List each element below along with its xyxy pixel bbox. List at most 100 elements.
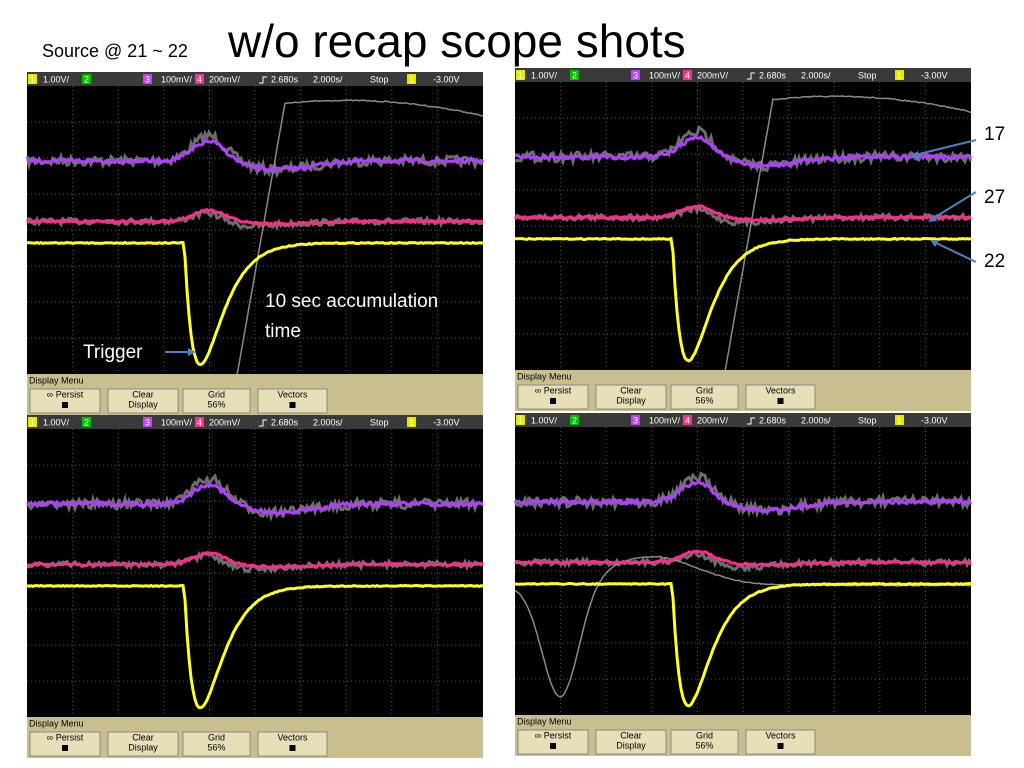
header-text: 200mV/: [209, 417, 241, 427]
waveform: [26, 482, 484, 517]
screen: [25, 86, 485, 405]
channel-box: [143, 417, 152, 427]
menu-button: [29, 388, 101, 414]
button-label: 56%: [695, 740, 713, 750]
button-label: Display: [616, 395, 646, 405]
channel-box: [195, 417, 204, 427]
waveform: [514, 236, 972, 363]
channel-box: [895, 415, 904, 425]
header-text: 1: [409, 74, 414, 84]
scope-screenshot: 1 1.00V/2 3 100mV/4 200mV/2.680s 2.000s/Stop 1…: [25, 72, 485, 415]
button-label: ∞ Persist: [47, 389, 84, 399]
header-text: 2.000s/: [313, 74, 343, 84]
header-text: 1: [897, 70, 902, 80]
button-label: Vectors: [277, 389, 308, 399]
arrow-head: [930, 240, 939, 247]
button-label: Display: [128, 399, 158, 409]
header-text: 1.00V/: [43, 417, 70, 427]
header-text: Stop: [370, 417, 389, 427]
header-text: 1: [30, 74, 35, 84]
menu-button: [595, 729, 667, 755]
header-text: 2: [572, 415, 577, 425]
button-label: Clear: [620, 385, 642, 395]
menu-button: [745, 384, 816, 410]
header-text: 4: [197, 74, 202, 84]
header-text: 100mV/: [161, 74, 193, 84]
menu-title: Display Menu: [29, 718, 84, 728]
button-label: Vectors: [765, 385, 796, 395]
menu-button: [517, 384, 589, 410]
header-bar: [27, 72, 483, 86]
header-text: 4: [685, 70, 690, 80]
button-label: Display: [128, 742, 158, 752]
button-label: Vectors: [765, 730, 796, 740]
menu-button: [670, 729, 739, 755]
channel-box: [82, 74, 91, 84]
scope-screenshot: 1 1.00V/2 3 100mV/4 200mV/2.680s 2.000s/Stop 1…: [25, 415, 485, 758]
header-text: 1: [409, 417, 414, 427]
waveform: [26, 551, 484, 570]
menu-button: [107, 731, 179, 757]
arrow: [931, 191, 977, 220]
waveform: [514, 134, 973, 169]
channel-box: [516, 70, 525, 80]
waveform: [26, 207, 484, 227]
screen: [513, 82, 973, 401]
header-text: Stop: [858, 70, 877, 80]
channel-box: [28, 417, 37, 427]
channel-box: [195, 74, 204, 84]
header-text: -3.00V: [433, 74, 460, 84]
menu-title: Display Menu: [29, 375, 84, 385]
trigger-icon: [747, 417, 755, 425]
button-label: ∞ Persist: [535, 730, 572, 740]
channel-box: [570, 415, 579, 425]
channel-box: [516, 415, 525, 425]
button-label: Grid: [696, 730, 713, 740]
waveform: [513, 549, 973, 573]
header-text: Stop: [370, 74, 389, 84]
menu-button: [107, 388, 179, 414]
annotation: 27: [984, 187, 1005, 208]
channel-box: [683, 415, 692, 425]
header-text: 2.000s/: [801, 415, 831, 425]
header-text: 2.000s/: [801, 70, 831, 80]
trigger-icon: [747, 72, 755, 80]
header-text: 2: [572, 70, 577, 80]
arrow-head: [188, 348, 196, 356]
channel-box: [82, 417, 91, 427]
title: w/o recap scope shots: [227, 15, 686, 67]
header-text: 4: [685, 415, 690, 425]
screen: [25, 429, 485, 717]
panels: 1 1.00V/2 3 100mV/4 200mV/2.680s 2.000s/Stop 1…: [25, 68, 973, 758]
header-text: 1.00V/: [531, 70, 558, 80]
checkbox: [289, 402, 296, 408]
annotation: 17: [984, 124, 1005, 145]
menu-bg: [515, 715, 971, 756]
header-text: 3: [145, 417, 150, 427]
arrow-head: [928, 214, 937, 222]
header-bar: [515, 413, 971, 427]
header-text: -3.00V: [921, 415, 948, 425]
channel-box: [143, 74, 152, 84]
annotation: Trigger: [83, 342, 143, 363]
menu-button: [517, 729, 589, 755]
header-text: -3.00V: [433, 417, 460, 427]
channel-box: [28, 74, 37, 84]
header-text: 200mV/: [697, 70, 729, 80]
checkbox: [62, 745, 68, 751]
arrow-head: [910, 151, 919, 159]
waveform: [514, 581, 972, 708]
channel-box: [631, 70, 640, 80]
header-text: 1.00V/: [531, 415, 558, 425]
menu-button: [257, 388, 328, 414]
button-label: 56%: [695, 395, 713, 405]
menu-button: [595, 384, 667, 410]
menu-bg: [515, 370, 971, 411]
checkbox: [62, 402, 68, 408]
screen: [513, 427, 973, 715]
header-text: 3: [633, 70, 638, 80]
